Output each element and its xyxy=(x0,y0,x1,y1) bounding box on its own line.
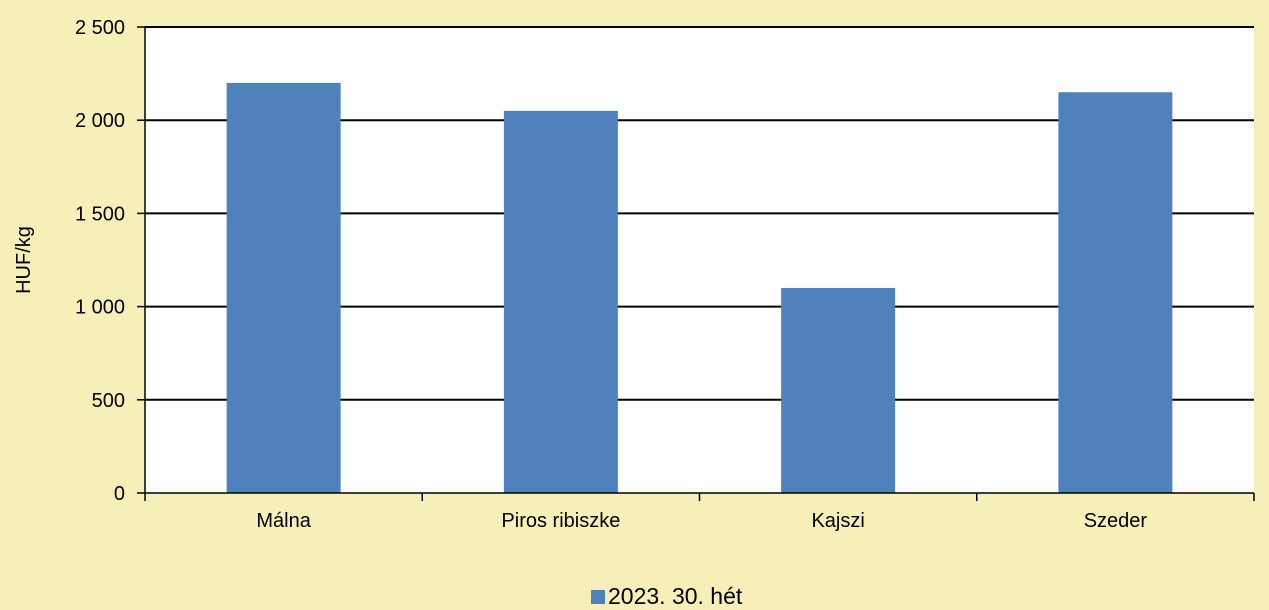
bars xyxy=(226,82,1173,494)
legend: 2023. 30. hét xyxy=(591,583,743,609)
y-tick-label: 1 000 xyxy=(75,297,125,319)
bar xyxy=(226,82,341,494)
y-tick-label: 500 xyxy=(92,390,125,412)
x-tick-label: Szeder xyxy=(1084,510,1148,532)
bar xyxy=(503,110,618,493)
bar xyxy=(781,287,896,493)
y-tick-label: 2 000 xyxy=(75,110,125,132)
y-axis-title: HUF/kg xyxy=(13,226,35,294)
y-tick-label: 1 500 xyxy=(75,203,125,225)
x-tick-labels: Málna Piros ribiszke Kajszi Szeder xyxy=(256,510,1147,532)
axes xyxy=(137,26,1255,501)
y-tick-labels: 0 500 1 000 1 500 2 000 2 500 xyxy=(75,17,125,505)
legend-label: 2023. 30. hét xyxy=(608,583,743,609)
y-tick-label: 2 500 xyxy=(75,17,125,39)
x-tick-label: Kajszi xyxy=(811,510,864,532)
y-tick-label: 0 xyxy=(114,483,125,505)
legend-swatch xyxy=(591,590,605,604)
x-tick-label: Málna xyxy=(256,510,311,532)
x-tick-label: Piros ribiszke xyxy=(501,510,620,532)
bar xyxy=(1058,92,1173,494)
